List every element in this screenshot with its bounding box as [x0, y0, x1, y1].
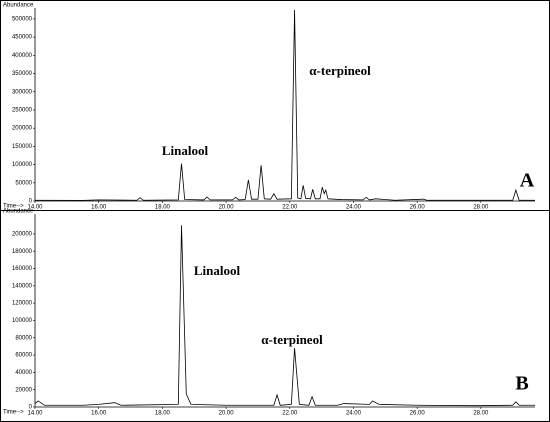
x-tick-label: 26.00 [410, 205, 426, 211]
y-tick-label: 20000 [15, 387, 32, 393]
y-tick-label: 80000 [15, 335, 32, 341]
x-tick-label: 24.00 [346, 205, 362, 211]
peak-annotation: Linalool [162, 143, 209, 158]
x-axis-label: Time--> [3, 204, 24, 210]
y-axis-label: Abundance [3, 209, 34, 215]
y-tick-label: 100000 [12, 318, 33, 324]
y-tick-label: 250000 [12, 108, 33, 114]
y-tick-label: 200000 [12, 231, 33, 237]
y-tick-label: 400000 [12, 53, 33, 59]
x-tick-label: 22.00 [282, 205, 298, 211]
chromatogram-line [34, 9, 535, 201]
y-tick-label: 50000 [15, 180, 32, 186]
y-tick-label: 180000 [12, 249, 33, 255]
x-tick-label: 24.00 [346, 411, 362, 417]
x-tick-label: 18.00 [155, 411, 171, 417]
x-tick-label: 28.00 [473, 411, 489, 417]
y-tick-label: 500000 [12, 17, 33, 23]
y-tick-label: 300000 [12, 89, 33, 95]
x-tick-label: 14.00 [27, 411, 43, 417]
x-tick-label: 18.00 [155, 205, 171, 211]
panel-label: A [520, 170, 535, 192]
x-tick-label: 28.00 [473, 205, 489, 211]
y-tick-label: 200000 [12, 126, 33, 132]
x-tick-label: 22.00 [282, 411, 298, 417]
x-tick-label: 16.00 [91, 411, 107, 417]
peak-annotation: α-terpineol [309, 63, 371, 78]
y-axis-label: Abundance [3, 3, 34, 9]
y-tick-label: 0 [29, 199, 33, 205]
x-axis-label: Time--> [3, 410, 24, 416]
y-tick-label: 120000 [12, 301, 33, 307]
panel-label: B [515, 373, 528, 395]
y-tick-label: 40000 [15, 370, 32, 376]
y-tick-label: 160000 [12, 266, 33, 272]
x-tick-label: 20.00 [219, 205, 235, 211]
y-tick-label: 150000 [12, 144, 33, 150]
y-tick-label: 100000 [12, 162, 33, 168]
y-tick-label: 0 [29, 405, 33, 411]
peak-annotation: Linalool [194, 263, 241, 278]
x-tick-label: 16.00 [91, 205, 107, 211]
chromatogram-line [34, 225, 535, 407]
y-tick-label: 450000 [12, 35, 33, 41]
y-tick-label: 140000 [12, 283, 33, 289]
x-tick-label: 20.00 [219, 411, 235, 417]
x-tick-label: 14.00 [27, 205, 43, 211]
peak-annotation: α-terpineol [261, 332, 323, 347]
x-tick-label: 26.00 [410, 411, 426, 417]
y-tick-label: 350000 [12, 71, 33, 77]
y-tick-label: 60000 [15, 353, 32, 359]
